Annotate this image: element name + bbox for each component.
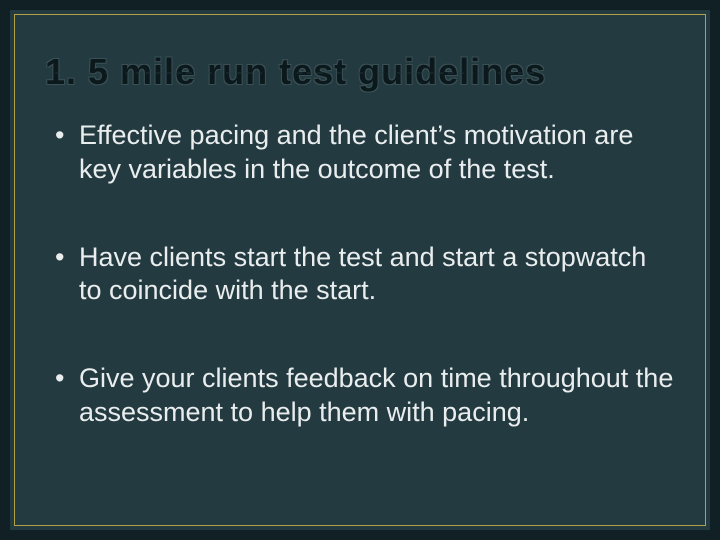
list-item: Give your clients feedback on time throu… bbox=[49, 362, 675, 430]
slide: 1. 5 mile run test guidelines Effective … bbox=[0, 0, 720, 540]
list-item: Have clients start the test and start a … bbox=[49, 241, 675, 309]
slide-inner: 1. 5 mile run test guidelines Effective … bbox=[14, 14, 706, 526]
bullet-list: Effective pacing and the client’s motiva… bbox=[45, 119, 675, 430]
slide-title: 1. 5 mile run test guidelines bbox=[45, 51, 675, 93]
list-item: Effective pacing and the client’s motiva… bbox=[49, 119, 675, 187]
